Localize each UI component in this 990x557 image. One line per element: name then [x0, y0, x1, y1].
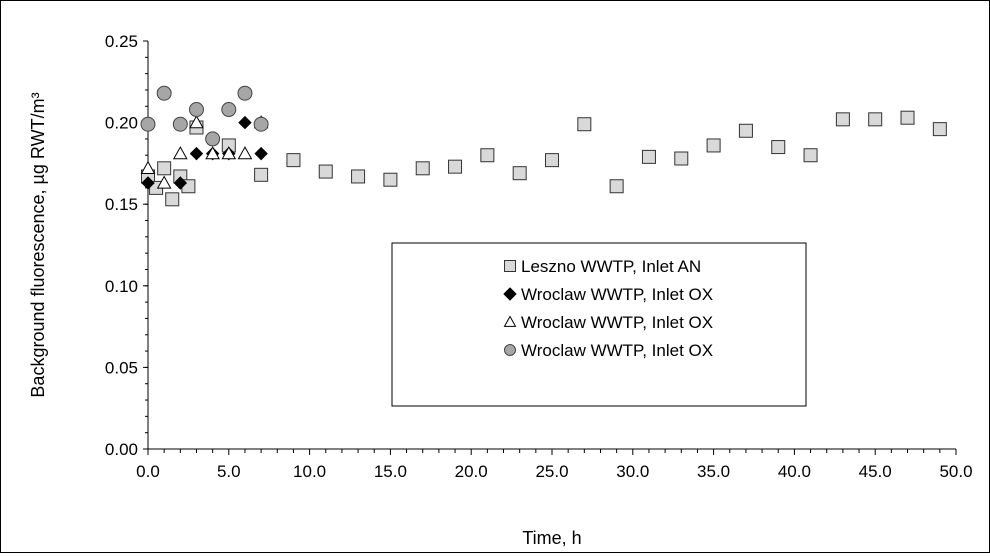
legend-label: Wroclaw WWTP, Inlet OX: [521, 285, 713, 304]
data-points: [140, 85, 947, 207]
x-tick-label: 40.0: [778, 462, 811, 481]
square-point: [706, 138, 721, 153]
triangle-point: [140, 160, 156, 174]
diamond-point: [254, 146, 268, 161]
x-tick-label: 35.0: [697, 462, 730, 481]
legend-label: Wroclaw WWTP, Inlet OX: [521, 313, 713, 332]
square-point: [383, 172, 398, 187]
triangle-point: [156, 175, 172, 189]
square-point: [351, 169, 366, 184]
y-tick-label: 0.15: [105, 195, 138, 214]
x-tick-label: 5.0: [217, 462, 241, 481]
square-point: [771, 140, 786, 155]
square-point: [480, 148, 495, 163]
triangle-point: [189, 115, 204, 129]
x-tick-label: 25.0: [535, 462, 568, 481]
square-point: [674, 151, 689, 166]
x-tick-label: 10.0: [293, 462, 326, 481]
circle-point: [188, 102, 204, 118]
y-tick-label: 0.05: [105, 358, 138, 377]
square-point: [545, 153, 559, 168]
x-tick-label: 20.0: [455, 462, 488, 481]
diamond-point: [141, 176, 155, 190]
square-point: [512, 166, 527, 181]
legend-circle-marker: [504, 344, 516, 356]
circle-point: [172, 116, 188, 132]
y-tick-label: 0.10: [105, 277, 138, 296]
square-point: [318, 164, 333, 179]
x-tick-label: 50.0: [939, 462, 972, 481]
x-tick-label: 15.0: [374, 462, 407, 481]
square-point: [254, 167, 269, 182]
square-point: [577, 117, 592, 132]
diamond-point: [189, 146, 204, 161]
legend-label: Wroclaw WWTP, Inlet OX: [521, 341, 713, 360]
square-point: [868, 112, 883, 127]
triangle-point: [221, 146, 237, 160]
square-point: [448, 159, 463, 174]
square-point: [286, 153, 301, 168]
legend-diamond-marker: [503, 287, 517, 301]
legend-triangle-marker: [503, 315, 517, 327]
y-axis-title: Background fluorescence, µg RWT/m³: [28, 92, 48, 397]
series-circle: [140, 85, 269, 147]
triangle-point: [172, 146, 188, 160]
circle-point: [156, 85, 172, 101]
y-tick-label: 0.00: [105, 440, 138, 459]
x-axis-title: Time, h: [522, 528, 581, 548]
circle-point: [140, 116, 156, 132]
square-point: [641, 149, 656, 164]
legend: Leszno WWTP, Inlet AN Wroclaw WWTP, Inlet…: [391, 242, 807, 407]
x-tick-label: 30.0: [616, 462, 649, 481]
triangle-point: [205, 146, 220, 160]
square-point: [165, 192, 180, 207]
triangle-point: [237, 146, 253, 160]
x-tick-label: 0.0: [136, 462, 160, 481]
circle-point: [221, 102, 237, 118]
y-tick-label: 0.25: [105, 32, 138, 51]
legend-box: [391, 242, 807, 407]
series-square: [141, 110, 947, 207]
square-point: [157, 161, 172, 176]
diamond-point: [238, 115, 252, 130]
square-point: [609, 179, 624, 194]
legend-square-marker: [504, 260, 516, 272]
circle-point: [253, 116, 269, 132]
y-tick-label: 0.20: [105, 114, 138, 133]
circle-point: [237, 85, 253, 101]
ticks: 0.00 0.05 0.10 0.15 0.20 0.25 0.0 5.0 10.0 15.0 20…: [105, 32, 973, 481]
square-point: [803, 148, 818, 163]
square-point: [415, 161, 430, 176]
legend-label: Leszno WWTP, Inlet AN: [521, 257, 701, 276]
diamond-point: [173, 176, 188, 190]
series-triangle: [140, 115, 269, 189]
square-point: [738, 123, 753, 138]
square-point: [835, 112, 850, 127]
square-point: [932, 122, 947, 137]
x-tick-label: 45.0: [859, 462, 892, 481]
square-point: [900, 110, 915, 125]
circle-point: [205, 131, 221, 147]
